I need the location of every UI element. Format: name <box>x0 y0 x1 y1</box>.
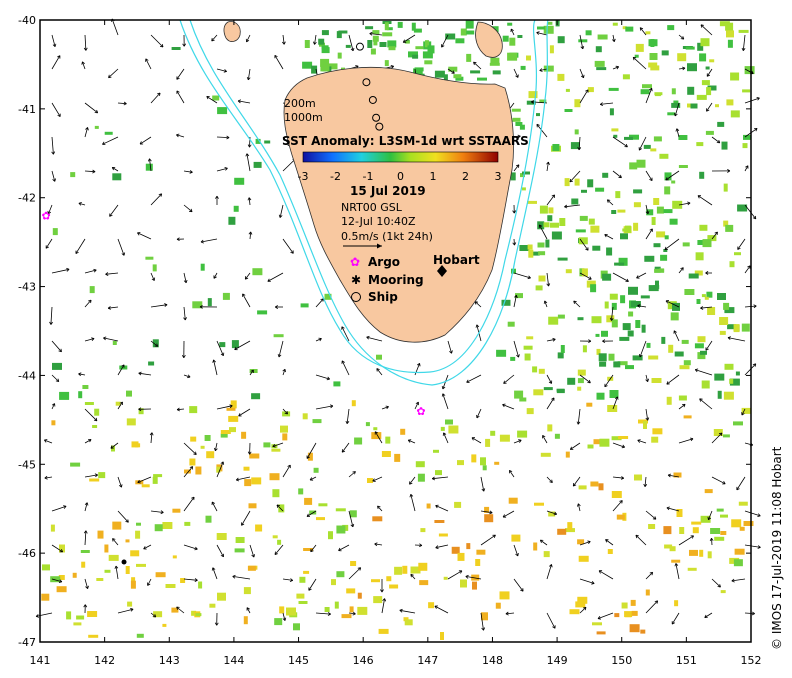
argo-float: ✿ <box>41 209 50 222</box>
legend-ship: Ship <box>368 290 398 304</box>
colorbar-tick-label: 1 <box>430 170 437 183</box>
y-tick-label: -46 <box>18 547 36 560</box>
colorbar-tick-label: -3 <box>298 170 309 183</box>
hobart-marker <box>437 265 447 277</box>
current-vectors <box>35 18 761 631</box>
sst-anomaly-pixels <box>41 20 755 640</box>
x-tick-label: 147 <box>417 654 438 667</box>
x-tick-label: 151 <box>676 654 697 667</box>
depth-label-200m: 200m <box>284 97 316 110</box>
ship-symbol <box>351 292 361 302</box>
ship <box>375 122 384 131</box>
colorbar-tick-label: 3 <box>495 170 502 183</box>
product-name: NRT00 GSL <box>341 201 403 214</box>
depth-contours <box>179 19 549 386</box>
mooring-symbol: ✱ <box>351 273 361 287</box>
y-tick-label: -44 <box>18 369 36 382</box>
map-legend: 200m 1000m SST Anomaly: L3SM-1d wrt SSTA… <box>282 97 529 304</box>
city-label-hobart: Hobart <box>433 253 480 267</box>
observation-markers: ✿✿ <box>41 42 426 565</box>
x-tick-label: 148 <box>482 654 503 667</box>
y-tick-label: -45 <box>18 458 36 471</box>
ship <box>362 78 371 87</box>
x-tick-label: 150 <box>611 654 632 667</box>
x-tick-label: 143 <box>159 654 180 667</box>
king-island <box>223 21 241 42</box>
colorbar-tick-label: -2 <box>330 170 341 183</box>
vector-scale-label: 0.5m/s (1kt 24h) <box>341 230 433 243</box>
mooring <box>121 559 127 565</box>
y-tick-label: -40 <box>18 14 36 27</box>
y-tick-label: -42 <box>18 192 36 205</box>
y-tick-label: -41 <box>18 103 36 116</box>
y-tick-label: -47 <box>18 636 36 649</box>
colorbar-tick-label: 0 <box>397 170 404 183</box>
x-tick-label: 142 <box>94 654 115 667</box>
ship <box>372 113 381 122</box>
x-tick-label: 146 <box>353 654 374 667</box>
argo-symbol: ✿ <box>350 255 360 269</box>
map-title: SST Anomaly: L3SM-1d wrt SSTAARS <box>282 134 529 148</box>
x-tick-label: 145 <box>288 654 309 667</box>
legend-argo: Argo <box>368 255 400 269</box>
x-tick-label: 144 <box>223 654 244 667</box>
copyright-credit: © IMOS 17-Jul-2019 11:08 Hobart <box>770 446 784 650</box>
argo-float: ✿ <box>416 405 425 418</box>
x-tick-label: 152 <box>741 654 762 667</box>
map-frame <box>39 19 752 643</box>
axis-labels: 141 142 143 144 145 146 147 148 149 150 151 152 -40 -… <box>18 14 761 667</box>
map-date: 15 Jul 2019 <box>350 184 426 198</box>
ship <box>355 42 364 51</box>
y-tick-label: -43 <box>18 281 36 294</box>
flinders-island <box>475 21 503 58</box>
tasmania-landmass <box>283 66 514 343</box>
colorbar <box>302 151 499 163</box>
axis-ticks <box>39 19 752 643</box>
colorbar-tick-label: -1 <box>363 170 374 183</box>
colorbar-ticks: -3 -2 -1 0 1 2 3 <box>298 170 502 183</box>
x-tick-label: 149 <box>547 654 568 667</box>
contour-1000m <box>189 19 549 386</box>
product-time: 12-Jul 10:40Z <box>341 215 416 228</box>
x-tick-label: 141 <box>30 654 51 667</box>
legend-mooring: Mooring <box>368 273 424 287</box>
colorbar-tick-label: 2 <box>462 170 469 183</box>
depth-label-1000m: 1000m <box>284 111 323 124</box>
ship <box>368 95 377 104</box>
contour-200m <box>179 19 538 374</box>
